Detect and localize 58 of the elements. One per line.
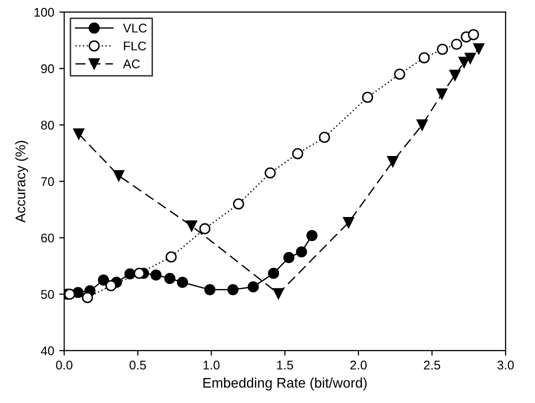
y-tick-label: 50: [41, 290, 54, 299]
x-axis-title: Embedding Rate (bit/word): [203, 378, 367, 390]
point: [98, 274, 110, 286]
point: [362, 92, 374, 103]
y-axis-title: Accuracy (%): [15, 140, 28, 223]
point: [451, 38, 462, 50]
point: [186, 220, 198, 232]
x-tick-label: 0.5: [130, 360, 146, 370]
x-tick-label: 2.0: [350, 360, 367, 370]
point: [418, 52, 430, 64]
point: [176, 276, 188, 288]
point: [468, 29, 480, 40]
x-tick-label: 0.0: [56, 360, 72, 370]
point: [416, 119, 428, 130]
y-tick-label: 90: [41, 64, 54, 74]
point: [296, 246, 308, 258]
legend-label: FLC: [124, 42, 146, 50]
point: [436, 88, 448, 100]
point: [73, 128, 84, 140]
point: [248, 281, 259, 292]
point: [232, 198, 244, 210]
point: [264, 167, 276, 178]
point: [387, 156, 398, 168]
point: [268, 268, 280, 279]
point: [436, 44, 448, 55]
point: [124, 268, 136, 280]
y-tick-label: 80: [41, 120, 54, 130]
x-tick-label: 3.0: [497, 360, 514, 370]
y-tick-label: 100: [34, 8, 54, 17]
y-tick-label: 40: [40, 346, 54, 356]
y-tick-label: 70: [41, 177, 54, 186]
point: [272, 288, 284, 300]
point: [82, 292, 93, 304]
point: [473, 43, 484, 54]
point: [150, 269, 162, 281]
point: [343, 216, 354, 228]
point: [227, 284, 239, 296]
x-tick-label: 2.5: [424, 360, 440, 370]
point: [458, 56, 470, 68]
point: [199, 223, 210, 234]
y-tick-label: 60: [41, 234, 54, 242]
point: [306, 230, 318, 242]
point: [164, 272, 176, 284]
point: [204, 284, 216, 296]
legend-label: VLC: [123, 24, 147, 33]
point: [464, 52, 476, 64]
point: [318, 132, 330, 143]
point: [134, 268, 145, 279]
point: [292, 148, 304, 160]
point: [105, 280, 117, 292]
point: [283, 252, 294, 264]
legend-label: AC: [122, 59, 140, 68]
x-tick-label: 1.5: [277, 360, 294, 370]
point: [113, 170, 124, 182]
point: [394, 68, 406, 80]
point: [449, 70, 461, 81]
x-tick-label: 1.0: [204, 360, 220, 370]
point: [166, 251, 177, 263]
